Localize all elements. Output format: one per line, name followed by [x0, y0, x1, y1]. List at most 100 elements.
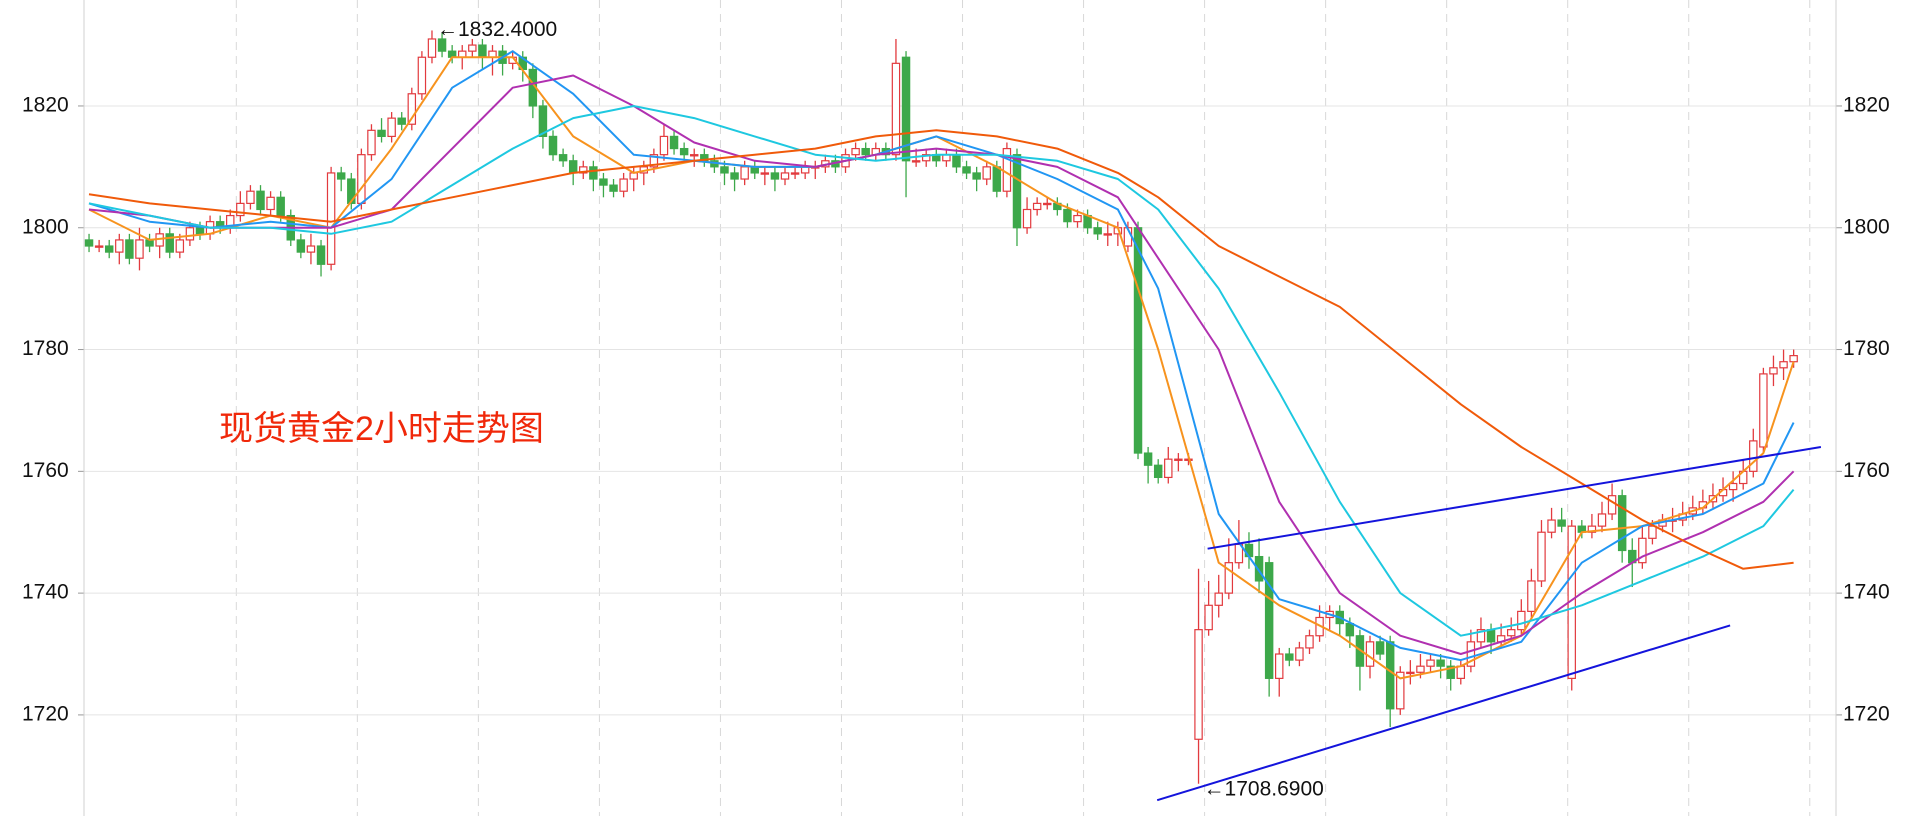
candle-body: [417, 56, 427, 95]
candle-body: [952, 154, 961, 168]
candle-body: [1506, 629, 1516, 637]
candle-body: [1385, 641, 1395, 710]
candle-body: [175, 239, 185, 253]
candle-body: [1063, 208, 1072, 223]
candle-body: [367, 129, 376, 156]
candle-body: [1375, 641, 1385, 655]
candle-body: [1426, 659, 1435, 667]
candle-body: [790, 172, 800, 175]
candle-body: [1345, 622, 1355, 637]
candle-body: [861, 147, 870, 156]
candle-body: [135, 239, 144, 259]
candle-body: [1527, 580, 1536, 612]
y-tick-label: 1800: [22, 215, 69, 238]
candle-body: [982, 166, 991, 180]
candle-body: [1446, 665, 1455, 679]
high-annotation: ←1832.4000: [437, 18, 557, 41]
candle-body: [901, 56, 911, 162]
y-tick-label: 1820: [22, 94, 69, 117]
candle-body: [1174, 458, 1183, 461]
y2-tick-label: 1780: [1843, 337, 1890, 360]
candle-body: [377, 129, 386, 138]
candle-body: [992, 166, 1002, 192]
chart-title: 现货黄金2小时走势图: [219, 410, 544, 448]
candle-body: [478, 44, 487, 58]
candle-body: [1607, 495, 1617, 515]
candle-body: [538, 105, 548, 138]
candle-body: [427, 38, 437, 58]
candle-body: [740, 166, 749, 180]
candle-body: [115, 239, 124, 253]
candle-body: [104, 245, 114, 253]
candle-body: [1275, 653, 1284, 679]
candle-body: [1214, 592, 1223, 606]
candle-body: [599, 178, 608, 186]
candle-body: [1143, 452, 1153, 466]
candle-body: [1779, 361, 1788, 369]
candle-body: [336, 172, 346, 180]
candle-body: [1295, 647, 1304, 661]
candle-body: [1396, 671, 1405, 710]
candle-body: [921, 154, 931, 162]
candle-body: [558, 154, 568, 162]
candle-body: [256, 190, 265, 211]
candle-body: [468, 44, 477, 52]
candle-body: [1204, 604, 1213, 631]
candle-body: [1769, 367, 1778, 375]
y2-tick-label: 1740: [1843, 581, 1890, 604]
candle-body: [1638, 537, 1647, 564]
candle-body: [659, 135, 669, 156]
candle-body: [730, 172, 739, 180]
candle-body: [619, 178, 628, 192]
candle-body: [84, 239, 94, 247]
candle-body: [1032, 202, 1042, 211]
candle-body: [962, 166, 971, 174]
candle-body: [851, 147, 860, 156]
candle-body: [296, 239, 306, 253]
candle-body: [1305, 635, 1314, 649]
candle-body: [357, 154, 366, 204]
candle-body: [1022, 208, 1032, 229]
candle-body: [1789, 355, 1798, 363]
candle-body: [579, 166, 588, 174]
trend-line: [1156, 624, 1731, 802]
candle-body: [1093, 227, 1102, 235]
candle-body: [1103, 233, 1112, 236]
candle-body: [720, 166, 729, 174]
candle-body: [397, 117, 406, 125]
candle-body: [911, 160, 921, 163]
candle-body: [760, 172, 770, 175]
candle-body: [387, 117, 396, 138]
candle-body: [1073, 214, 1082, 223]
candle-body: [689, 154, 699, 157]
candle-body: [548, 135, 558, 156]
candle-body: [669, 135, 679, 150]
candle-body: [1749, 440, 1758, 472]
candle-body: [125, 239, 134, 259]
candle-body: [1043, 202, 1052, 206]
candle-body: [1012, 154, 1022, 229]
candle-body: [568, 160, 578, 174]
candle-body: [316, 245, 326, 265]
candle-body: [1285, 653, 1294, 661]
candle-body: [1416, 665, 1425, 673]
candle-body: [649, 154, 659, 168]
candle-body: [1728, 482, 1738, 491]
y-tick-label: 1760: [22, 459, 69, 482]
candle-body: [609, 184, 618, 192]
y-tick-label: 1740: [22, 581, 69, 604]
y2-tick-label: 1800: [1843, 215, 1890, 238]
candle-body: [1164, 458, 1173, 479]
moving-average-line: [88, 129, 1794, 570]
y2-tick-label: 1720: [1843, 702, 1890, 725]
y2-tick-label: 1760: [1843, 459, 1890, 482]
candle-body: [1648, 525, 1657, 539]
candle-body: [347, 178, 356, 204]
candle-body: [1254, 555, 1264, 582]
candle-body: [306, 245, 316, 253]
y2-tick-label: 1820: [1843, 94, 1890, 117]
moving-average-line: [88, 105, 1795, 637]
candle-body: [1436, 659, 1445, 667]
